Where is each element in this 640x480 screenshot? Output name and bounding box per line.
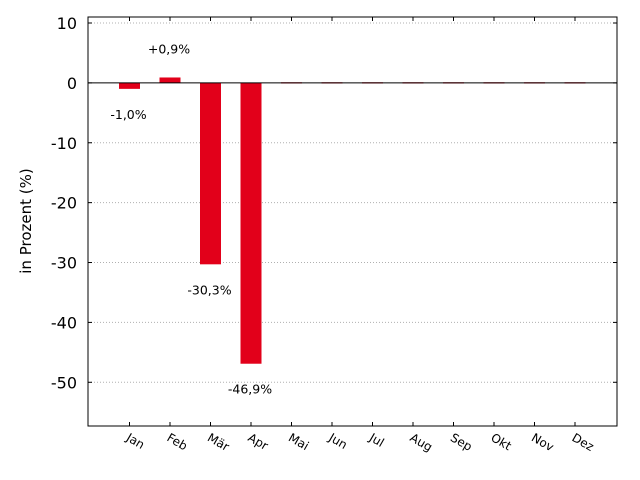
x-tick-label: Jul: [366, 430, 386, 450]
bars: [119, 77, 586, 364]
x-tick-label: Aug: [408, 430, 435, 454]
y-axis-ticks: 10 0 -10 -20 -30 -40 -50: [51, 14, 617, 392]
x-tick-label: Nov: [529, 430, 556, 454]
data-label: -30,3%: [187, 282, 231, 297]
x-tick-label: Mär: [205, 430, 232, 453]
y-tick-label: -30: [51, 254, 77, 273]
x-tick-label: Apr: [246, 430, 271, 453]
data-label: -46,9%: [228, 382, 272, 397]
y-tick-label: 0: [67, 74, 77, 93]
x-tick-label: Feb: [165, 430, 190, 453]
x-tick-label: Okt: [489, 430, 515, 453]
y-tick-label: -40: [51, 313, 77, 332]
bar-mär: [200, 82, 221, 265]
y-tick-label: -50: [51, 373, 77, 392]
y-axis-label: in Prozent (%): [17, 168, 35, 273]
bar-feb: [159, 77, 181, 83]
data-label: +0,9%: [148, 41, 190, 56]
y-tick-label: 10: [57, 14, 77, 33]
x-tick-label: Sep: [448, 430, 475, 453]
bar-jan: [119, 82, 140, 89]
x-tick-label: Dez: [570, 430, 597, 454]
data-labels: -1,0% +0,9% -30,3% -46,9%: [110, 41, 272, 396]
data-label: -1,0%: [110, 107, 146, 122]
y-tick-label: -10: [51, 134, 77, 153]
x-tick-label: Jun: [326, 430, 350, 452]
plot-frame: [87, 16, 618, 427]
gridlines: [88, 22, 617, 383]
y-tick-label: -20: [51, 194, 77, 213]
x-tick-label: Jan: [123, 430, 147, 452]
bar-apr: [240, 82, 262, 364]
x-tick-label: Mai: [286, 430, 311, 453]
